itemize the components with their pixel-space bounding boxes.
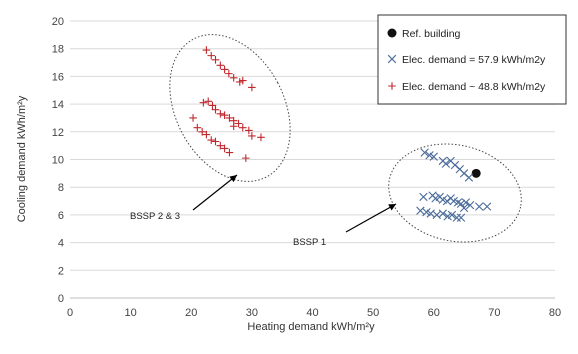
- data-point: [220, 111, 229, 119]
- data-point: [442, 196, 452, 206]
- data-point: [464, 173, 474, 182]
- x-tick-label: 50: [367, 307, 379, 319]
- y-axis-label: Cooling demand kWh/m²y: [16, 95, 28, 222]
- data-point: [220, 144, 229, 153]
- data-point: [202, 46, 211, 54]
- bssp-2-3-ellipse: [169, 34, 291, 182]
- legend: Ref. building Elec. demand = 57.9 kWh/m2y…: [377, 14, 567, 105]
- data-point: [216, 109, 225, 118]
- annotation-arrowhead: [229, 175, 237, 183]
- data-point: [471, 168, 481, 178]
- series-0: [471, 168, 481, 178]
- annotations: BSSP 1 BSSP 2 & 3: [130, 174, 397, 248]
- y-tick-label: 12: [52, 127, 64, 139]
- annotation-arrowhead: [388, 204, 396, 211]
- data-point: [220, 65, 229, 74]
- data-point: [465, 201, 475, 210]
- data-point: [452, 213, 461, 222]
- data-point: [257, 133, 265, 142]
- legend-label: Ref. building: [402, 28, 461, 40]
- data-point: [204, 97, 213, 106]
- x-tick-label: 70: [488, 307, 500, 319]
- annotation-label: BSSP 2 & 3: [130, 211, 180, 222]
- data-point: [207, 136, 216, 144]
- x-tick-label: 20: [185, 307, 197, 319]
- annotation-arrow: [345, 203, 397, 233]
- data-points: [189, 46, 492, 222]
- legend-marker: [387, 54, 397, 64]
- x-axis-label: Heating demand kWh/m²y: [247, 321, 375, 333]
- data-point: [248, 83, 256, 92]
- legend-marker: [388, 82, 396, 90]
- data-point: [229, 122, 238, 131]
- bssp-1-ellipse: [388, 143, 522, 243]
- data-point: [193, 123, 202, 132]
- data-point: [211, 137, 220, 146]
- y-tick-label: 4: [58, 238, 64, 250]
- x-tick-label: 60: [428, 307, 440, 319]
- data-point: [461, 198, 471, 207]
- annotation-arrow: [192, 174, 238, 211]
- data-point: [199, 98, 208, 107]
- y-tick-label: 14: [52, 99, 64, 111]
- data-point: [216, 141, 225, 150]
- data-point: [420, 148, 429, 157]
- data-point: [438, 209, 448, 218]
- data-point: [238, 123, 247, 132]
- data-point: [225, 114, 234, 122]
- data-point: [207, 51, 216, 60]
- data-point: [216, 61, 225, 70]
- y-tick-label: 2: [58, 265, 64, 277]
- data-point: [238, 76, 247, 85]
- y-tick-labels: 0 2 4 6 8 10 12 14 16 18 20: [52, 16, 64, 305]
- y-tick-label: 0: [58, 293, 64, 305]
- y-tick-label: 20: [52, 16, 64, 28]
- y-tick-label: 16: [52, 71, 64, 83]
- data-point: [447, 210, 457, 220]
- data-point: [202, 130, 211, 139]
- legend-label: Elec. demand ~ 48.8 kWh/m2y: [402, 81, 546, 93]
- y-tick-label: 10: [52, 155, 64, 167]
- annotation-label: BSSP 1: [293, 237, 326, 248]
- data-point: [441, 159, 451, 168]
- legend-label: Elec. demand = 57.9 kWh/m2y: [402, 54, 546, 66]
- legend-marker: [387, 28, 397, 38]
- data-point: [429, 152, 438, 161]
- data-point: [189, 114, 197, 122]
- data-point: [225, 69, 233, 78]
- y-tick-label: 18: [52, 44, 64, 56]
- data-point: [456, 199, 466, 209]
- data-point: [248, 132, 256, 140]
- data-point: [198, 128, 206, 136]
- x-tick-labels: 0 10 20 30 40 50 60 70 80: [67, 307, 561, 319]
- series-2: [189, 46, 265, 162]
- data-point: [475, 202, 484, 211]
- x-tick-label: 30: [246, 307, 258, 319]
- series-1: [416, 148, 492, 222]
- data-point: [459, 203, 469, 213]
- data-point: [456, 213, 466, 222]
- data-point: [211, 55, 220, 64]
- legend-box: [377, 14, 567, 105]
- data-point: [229, 73, 238, 82]
- x-tick-label: 10: [125, 307, 137, 319]
- x-tick-label: 80: [549, 307, 561, 319]
- y-tick-label: 8: [58, 182, 64, 194]
- data-point: [242, 154, 250, 162]
- data-point: [482, 202, 492, 211]
- data-point: [208, 101, 217, 110]
- data-point: [419, 192, 428, 202]
- y-tick-label: 6: [58, 210, 64, 222]
- data-point: [234, 119, 243, 128]
- data-point: [211, 105, 220, 114]
- data-point: [245, 126, 253, 135]
- x-tick-label: 0: [67, 307, 73, 319]
- cluster-ellipses: [169, 34, 522, 243]
- x-tick-label: 40: [306, 307, 318, 319]
- data-point: [225, 148, 234, 157]
